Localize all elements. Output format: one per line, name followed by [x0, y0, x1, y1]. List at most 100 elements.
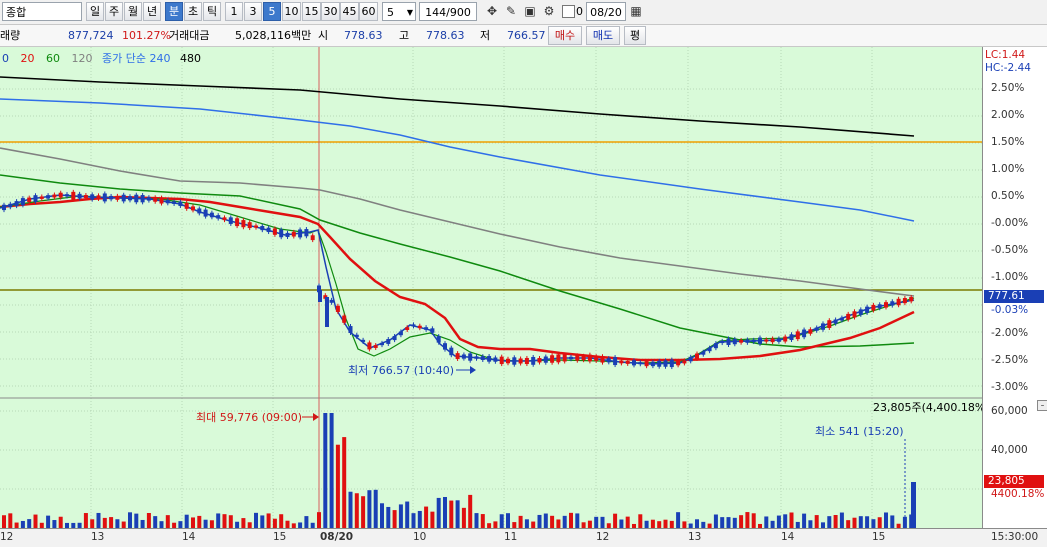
volume-bar: [184, 514, 189, 528]
period-minute-button[interactable]: 분: [165, 2, 183, 21]
crosshair-icon[interactable]: ✥: [486, 4, 498, 18]
volume-bar: [537, 514, 542, 528]
legend-item-120[interactable]: 120: [71, 52, 93, 65]
ma-legend: 0 20 60 120 종가 단순 240 480: [2, 50, 201, 66]
volume-bar: [228, 515, 233, 528]
time-axis: 12 13 14 15 08/20 10 11 12 13 14 15 15:3…: [0, 528, 1047, 547]
period-week-button[interactable]: 주: [105, 2, 123, 21]
candlestick-body: [726, 338, 731, 346]
volume-bar: [518, 515, 523, 528]
legend-item-480[interactable]: 480: [179, 52, 201, 65]
volume-percent: 101.27%: [122, 29, 171, 42]
candlestick-body: [115, 195, 120, 200]
price-tick: 2.50%: [991, 82, 1025, 94]
interval-10-button[interactable]: 10: [282, 2, 301, 21]
candlestick-body: [172, 201, 177, 204]
volume-bar: [235, 521, 240, 528]
candlestick-body: [102, 193, 107, 202]
volume-bar: [165, 515, 170, 528]
volume-bar: [493, 521, 498, 528]
volume-bar: [285, 520, 290, 528]
legend-item-240[interactable]: 종가 단순 240: [102, 52, 171, 65]
gear-icon[interactable]: ⚙: [543, 4, 555, 18]
max-volume-annotation: 최대 59,776 (09:00): [196, 411, 302, 424]
candlestick-body: [455, 353, 460, 359]
volume-bar: [209, 520, 214, 528]
volume-bar: [474, 513, 479, 528]
drawing-tool-icon[interactable]: ✎: [505, 4, 517, 18]
count-value: 144: [425, 6, 447, 19]
volume-bar: [795, 521, 800, 528]
interval-1-button[interactable]: 1: [225, 2, 243, 21]
interval-45-button[interactable]: 45: [340, 2, 359, 21]
current-volume-marker: 23,805: [984, 475, 1044, 488]
interval-60-button[interactable]: 60: [359, 2, 378, 21]
interval-15-button[interactable]: 15: [302, 2, 321, 21]
interval-30-button[interactable]: 30: [321, 2, 340, 21]
candlestick-body: [8, 203, 13, 208]
volume-bar: [512, 522, 517, 528]
count-field[interactable]: 144/900: [419, 2, 477, 21]
interval-5-button[interactable]: 5: [263, 2, 281, 21]
candlestick-body: [569, 356, 573, 360]
candlestick-body: [600, 356, 605, 363]
candlestick-body: [688, 356, 693, 362]
chart-plot-area[interactable]: 최저 766.57 (10:40) 최대 59,776 (09:00) 최소 5…: [0, 47, 983, 528]
candlestick-body: [581, 355, 586, 361]
save-icon[interactable]: ▣: [524, 4, 536, 18]
legend-item-0[interactable]: 0: [2, 52, 9, 65]
candlestick-body: [808, 329, 813, 334]
volume-bar: [562, 515, 567, 528]
candlestick-body: [128, 196, 132, 201]
volume-bar: [911, 482, 916, 528]
volume-bar: [354, 493, 359, 528]
volume-bar: [405, 501, 410, 528]
volume-bar: [380, 503, 384, 528]
candlestick-body: [751, 339, 756, 343]
volume-bar: [96, 512, 101, 528]
market-selector[interactable]: 종합(KOSDAQ): [2, 2, 82, 38]
date-checkbox[interactable]: [562, 5, 575, 18]
period-second-button[interactable]: 초: [184, 2, 202, 21]
eval-button[interactable]: 평: [624, 26, 646, 45]
price-tick: -3.00%: [991, 381, 1029, 393]
sell-button[interactable]: 매도: [586, 26, 620, 45]
period-day-button[interactable]: 일: [86, 2, 104, 21]
period-year-button[interactable]: 년: [143, 2, 161, 21]
candlestick-body: [795, 331, 800, 340]
candlestick-body: [96, 195, 101, 200]
pane-toggle-icon[interactable]: –: [1037, 400, 1047, 411]
buy-button[interactable]: 매수: [548, 26, 582, 45]
interval-3-button[interactable]: 3: [244, 2, 262, 21]
candlestick-body: [506, 358, 510, 364]
candlestick-body: [348, 326, 353, 334]
calendar-icon[interactable]: ▦: [630, 4, 642, 18]
interval-select[interactable]: 5 ▼: [382, 2, 416, 21]
volume-bar: [102, 517, 107, 528]
candlestick-body: [550, 355, 555, 363]
candlestick-body: [865, 306, 870, 313]
candlestick-body: [871, 304, 876, 311]
volume-bar: [871, 519, 876, 528]
volume-bar: [83, 513, 88, 528]
date-field[interactable]: 08/20: [586, 2, 626, 21]
candlestick-body: [241, 220, 246, 228]
volume-bar: [827, 516, 832, 528]
time-tick: 11: [504, 531, 518, 543]
candlestick-body: [713, 343, 718, 349]
period-tick-button[interactable]: 틱: [203, 2, 221, 21]
legend-item-20[interactable]: 20: [20, 52, 35, 65]
date-tick: 08/20: [320, 531, 354, 543]
candlestick-body: [83, 195, 88, 199]
time-tick: 14: [781, 531, 795, 543]
candlestick-body: [587, 354, 592, 362]
volume-label: 래량: [0, 29, 21, 42]
period-month-button[interactable]: 월: [124, 2, 142, 21]
candlestick-body: [827, 320, 832, 328]
candlestick-body: [71, 191, 76, 200]
volume-bar: [695, 519, 699, 528]
candlestick-body: [487, 356, 492, 362]
right-axis: LC:1.44 HC:-2.44 2.50% 2.00% 1.50% 1.00%…: [983, 47, 1047, 528]
volume-bar: [902, 516, 907, 528]
legend-item-60[interactable]: 60: [46, 52, 60, 65]
